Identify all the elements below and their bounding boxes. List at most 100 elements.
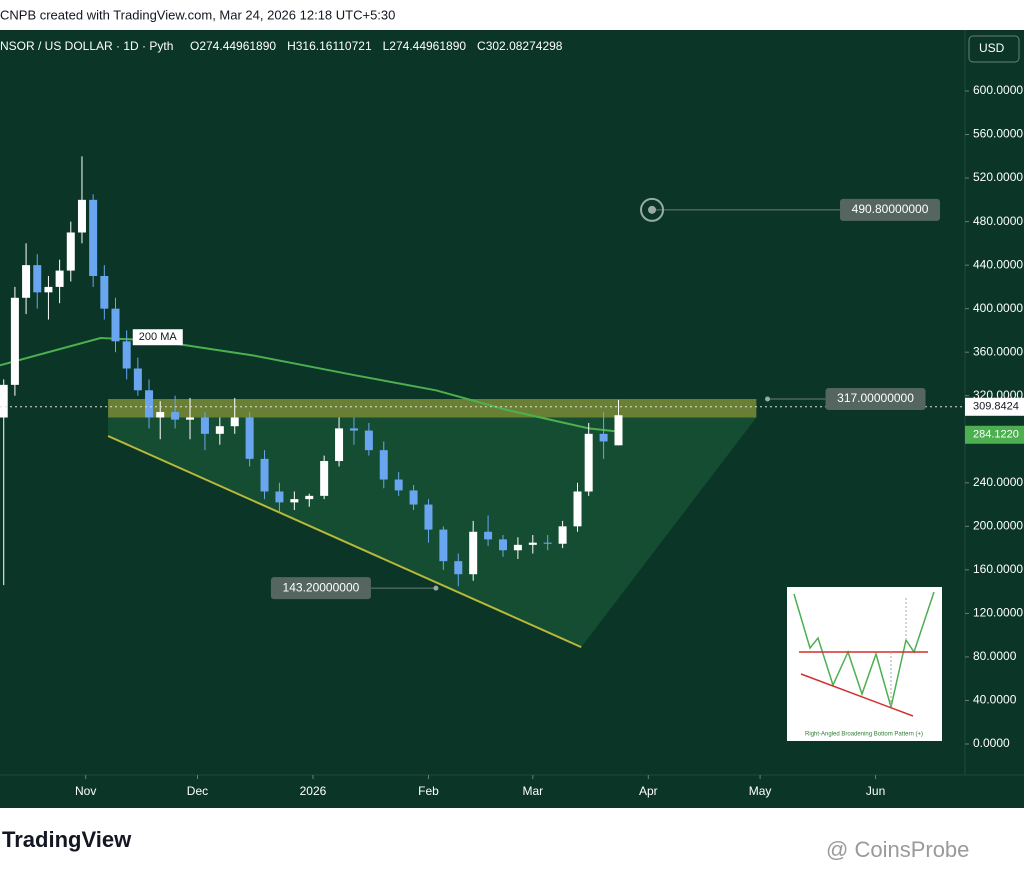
candle-body xyxy=(245,417,254,459)
candle-body xyxy=(275,491,284,503)
target-ring xyxy=(640,197,665,222)
ma-price-label: 284.1220 xyxy=(973,429,1019,441)
target-point xyxy=(433,585,439,591)
candle-body xyxy=(260,458,269,492)
candle-body xyxy=(122,341,131,369)
y-tick-label: 520.0000 xyxy=(973,170,1023,184)
credit: CNPB created with TradingView.com, Mar 2… xyxy=(0,7,395,22)
pattern-area xyxy=(108,417,757,648)
footer xyxy=(0,808,1024,875)
candle-body xyxy=(100,276,109,309)
candle-body xyxy=(111,308,120,342)
x-tick-label: Jun xyxy=(866,784,885,798)
resistance-zone xyxy=(108,398,757,418)
candle-body xyxy=(513,544,522,551)
candle-body xyxy=(469,531,478,575)
candle-body xyxy=(439,529,448,562)
x-tick-label: May xyxy=(749,784,772,798)
watermark: @ CoinsProbe xyxy=(826,837,969,862)
candle-body xyxy=(409,490,418,505)
candle-body xyxy=(89,199,98,277)
candle-body xyxy=(335,428,344,462)
target-point xyxy=(648,205,657,214)
ma-price-box xyxy=(965,425,1024,444)
candle-body xyxy=(230,417,239,427)
candle-body xyxy=(558,526,567,544)
inset-background xyxy=(787,587,942,741)
candle-body xyxy=(156,412,165,418)
candle-body xyxy=(133,368,142,391)
inset-caption: Right-Angled Broadening Bottom Pattern (… xyxy=(805,732,923,738)
candle-body xyxy=(44,286,53,293)
candle-body xyxy=(145,390,154,418)
candle-body xyxy=(584,433,593,492)
candle-body xyxy=(424,504,433,530)
target-point xyxy=(765,396,771,402)
candle-body xyxy=(364,430,373,451)
ohlc-value: O274.44961890 xyxy=(190,39,276,53)
x-tick-label: Feb xyxy=(418,784,439,798)
y-tick-label: 0.0000 xyxy=(973,736,1010,750)
ma-label-box xyxy=(132,329,183,346)
y-tick-label: 440.0000 xyxy=(973,257,1023,271)
candle-body xyxy=(454,561,463,575)
candle-body xyxy=(200,417,209,434)
candle-body xyxy=(77,199,86,233)
current-price-label: 309.8424 xyxy=(973,401,1019,413)
y-tick-label: 360.0000 xyxy=(973,344,1023,358)
ohlc-value: C302.08274298 xyxy=(477,39,563,53)
x-tick-label: Apr xyxy=(639,784,658,798)
y-tick-label: 40.0000 xyxy=(973,693,1017,707)
candle-body xyxy=(171,412,180,420)
candle-body xyxy=(573,491,582,527)
x-tick-label: 2026 xyxy=(300,784,327,798)
symbol: NSOR / US DOLLAR · 1D · Pyth xyxy=(0,39,173,53)
y-tick-label: 120.0000 xyxy=(973,606,1023,620)
candle-body xyxy=(599,433,608,442)
y-tick-label: 200.0000 xyxy=(973,519,1023,533)
y-tick-label: 560.0000 xyxy=(973,127,1023,141)
y-tick-label: 240.0000 xyxy=(973,475,1023,489)
top-bar xyxy=(0,0,1024,30)
candle-body xyxy=(215,426,224,434)
inset-support xyxy=(800,673,914,717)
ohlc-value: L274.44961890 xyxy=(383,39,467,53)
currency: USD xyxy=(979,41,1005,55)
candle-body xyxy=(0,384,8,418)
candle-body xyxy=(320,461,329,496)
candle-body xyxy=(528,542,537,545)
candle-body xyxy=(55,270,64,287)
candle-body xyxy=(66,232,75,271)
y-tick-label: 400.0000 xyxy=(973,301,1023,315)
candle-body xyxy=(498,539,507,551)
target-label-box xyxy=(840,198,941,221)
target-label: 143.20000000 xyxy=(283,580,360,594)
candle-body xyxy=(349,428,358,431)
candle-body xyxy=(484,531,493,540)
inset-pattern xyxy=(793,591,935,708)
x-tick-label: Mar xyxy=(522,784,543,798)
ma-label: 200 MA xyxy=(139,331,178,343)
candle-body xyxy=(543,542,552,544)
candle-body xyxy=(33,265,42,293)
target-label: 317.00000000 xyxy=(837,391,914,405)
candle-body xyxy=(394,479,403,491)
candle-body xyxy=(305,495,314,500)
x-tick-label: Dec xyxy=(187,784,208,798)
candle-body xyxy=(379,450,388,480)
candle-body xyxy=(186,417,195,420)
x-tick-label: Nov xyxy=(75,784,96,798)
candle-body xyxy=(290,499,299,503)
target-label-box xyxy=(825,387,926,410)
y-tick-label: 600.0000 xyxy=(973,83,1023,97)
inset: Right-Angled Broadening Bottom Pattern (… xyxy=(787,587,942,741)
y-tick-label: 480.0000 xyxy=(973,214,1023,228)
trendline xyxy=(107,435,582,649)
ohlc-value: H316.16110721 xyxy=(287,39,372,53)
candle-body xyxy=(10,297,19,385)
currency-button[interactable] xyxy=(968,35,1020,63)
y-tick-label: 80.0000 xyxy=(973,649,1017,663)
candle-body xyxy=(614,415,623,446)
candle-body xyxy=(22,265,31,298)
